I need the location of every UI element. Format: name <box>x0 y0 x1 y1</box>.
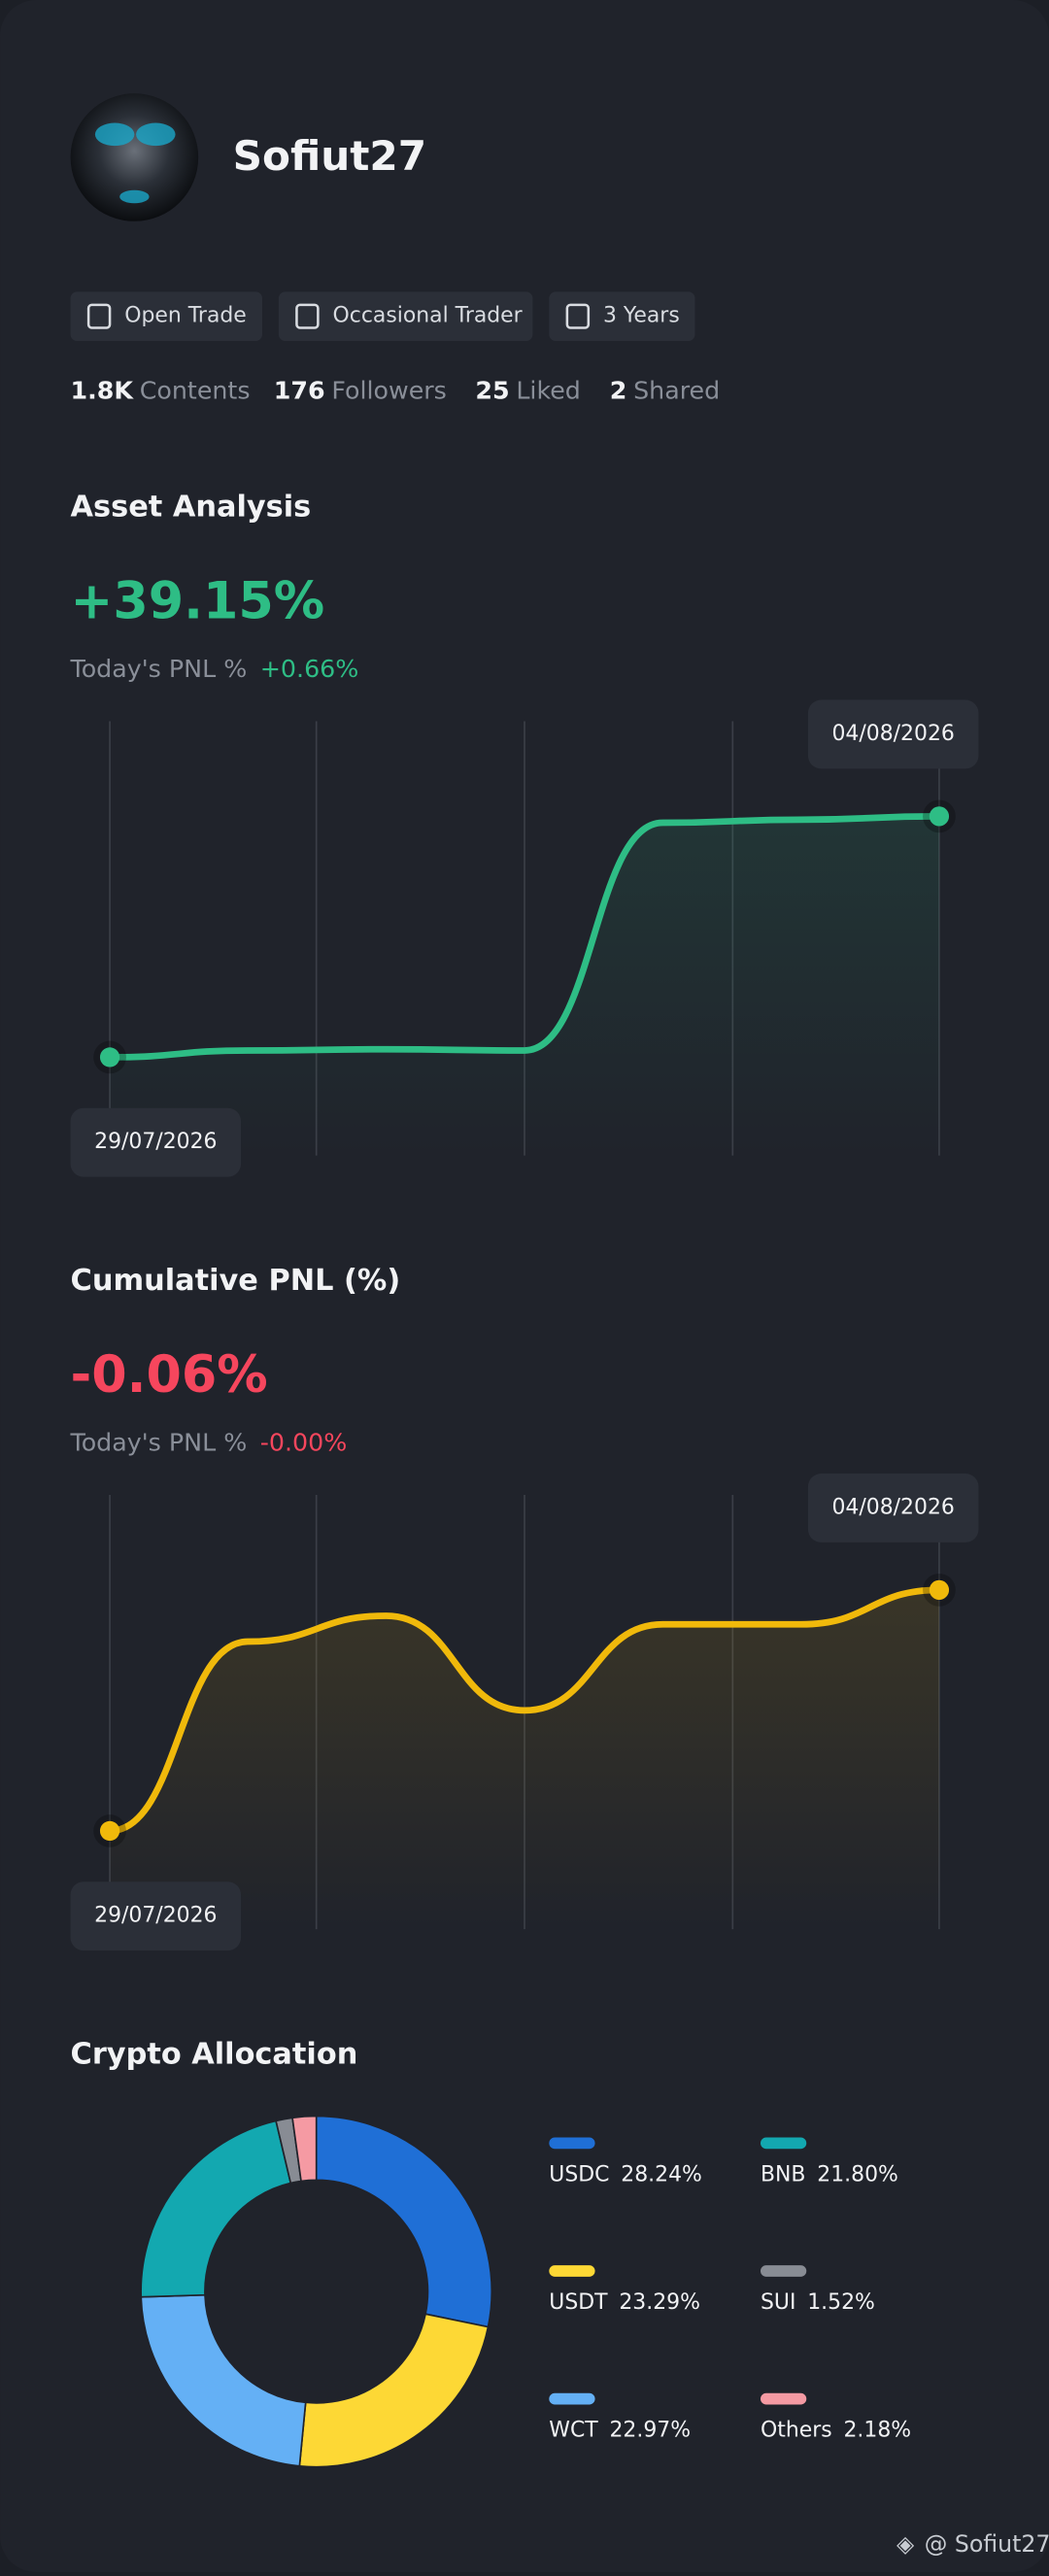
stat-label: Followers <box>331 376 447 404</box>
headline: +39.15% <box>71 572 325 631</box>
stat-value: 2 <box>610 376 627 404</box>
legend-swatch <box>549 2265 595 2277</box>
legend-swatch <box>549 2137 595 2150</box>
line <box>106 812 943 1061</box>
legend-value: 1.52% <box>807 2290 875 2315</box>
legend-name: WCT <box>549 2419 598 2443</box>
watermark: @ Sofiut27 <box>925 2530 1049 2558</box>
legend-name: USDT <box>549 2290 608 2315</box>
stat-value: 176 <box>274 376 325 404</box>
legend-name: USDC <box>549 2162 609 2186</box>
badge-icon <box>86 303 112 329</box>
avatar-detail <box>94 122 135 147</box>
section-title: Asset Analysis <box>71 491 312 525</box>
donut-slice <box>315 2115 493 2328</box>
legend-swatch <box>760 2137 807 2150</box>
date-tooltip <box>807 1474 979 1542</box>
line <box>106 1586 943 1835</box>
badge-label: 3 Years <box>603 304 680 328</box>
pnl-label: Today's PNL % <box>70 1429 248 1457</box>
legend-swatch <box>760 2392 807 2405</box>
point <box>929 1579 950 1600</box>
legend-value: 2.18% <box>843 2419 911 2443</box>
pnl-value: -0.00% <box>260 1429 348 1457</box>
area <box>110 1589 939 1930</box>
watermark-icon: ◈ <box>897 2530 915 2558</box>
date-tooltip <box>807 699 979 769</box>
date-label: 29/07/2026 <box>94 1130 217 1154</box>
legend-name: SUI <box>761 2290 795 2315</box>
donut-slice <box>140 2293 307 2467</box>
legend-value: 22.97% <box>609 2419 691 2443</box>
legend-swatch <box>549 2392 595 2405</box>
pnl-label: Today's PNL % <box>70 655 248 683</box>
legend-swatch <box>760 2265 807 2277</box>
donut-slice <box>140 2119 292 2298</box>
date-tooltip <box>70 1881 242 1951</box>
badge <box>278 291 533 341</box>
badge <box>70 291 263 341</box>
point <box>929 806 950 827</box>
badge-label: Occasional Trader <box>333 304 524 328</box>
donut-slice <box>291 2115 318 2183</box>
stat-value: 25 <box>475 376 509 404</box>
stat-label: Shared <box>633 376 720 404</box>
badge-icon <box>295 303 320 329</box>
username: Sofiut27 <box>233 132 426 180</box>
stat-label: Contents <box>140 376 251 404</box>
point <box>99 1047 120 1068</box>
badge-icon <box>565 303 591 329</box>
avatar-detail <box>119 189 150 204</box>
headline: -0.06% <box>71 1345 268 1405</box>
legend-value: 28.24% <box>621 2162 702 2186</box>
point <box>99 1820 120 1842</box>
legend-name: Others <box>761 2419 832 2443</box>
pnl-value: +0.66% <box>260 655 359 683</box>
stat-value: 1.8K <box>71 376 135 404</box>
legend-value: 21.80% <box>817 2162 898 2186</box>
legend-value: 23.29% <box>619 2290 700 2315</box>
avatar-detail <box>136 122 176 147</box>
legend-name: BNB <box>761 2162 805 2186</box>
section-title: Cumulative PNL (%) <box>71 1264 401 1298</box>
date-label: 04/08/2026 <box>832 1495 955 1519</box>
date-label: 29/07/2026 <box>94 1904 217 1928</box>
date-tooltip <box>70 1107 242 1177</box>
stat-label: Liked <box>516 376 581 404</box>
section-title: Crypto Allocation <box>71 2038 358 2072</box>
badge-label: Open Trade <box>124 304 247 328</box>
donut-slice <box>298 2313 490 2468</box>
area <box>110 816 939 1156</box>
date-label: 04/08/2026 <box>832 722 955 746</box>
